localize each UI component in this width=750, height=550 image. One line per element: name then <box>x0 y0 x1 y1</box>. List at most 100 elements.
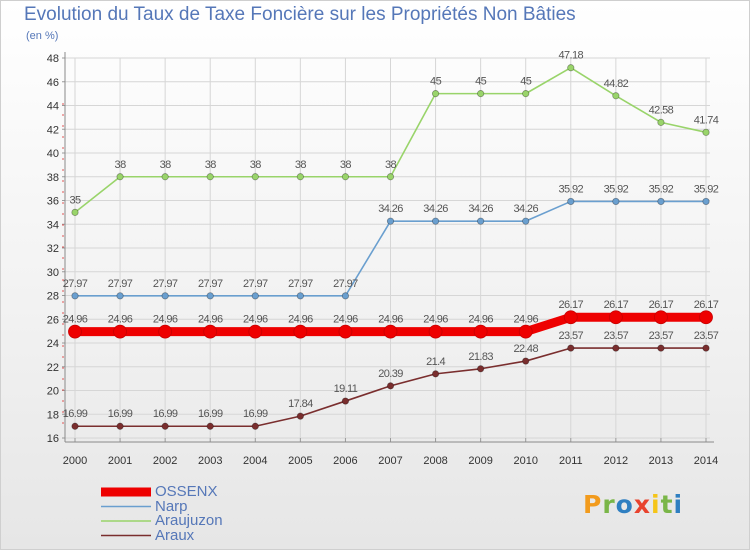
data-point-araux <box>431 370 440 378</box>
y-tick-label: 32 <box>47 243 59 255</box>
data-label-araux: 16.99 <box>243 408 268 420</box>
proxiti-logo: Proxiti <box>583 490 683 519</box>
data-point-ossenx <box>248 324 263 339</box>
data-label-araux: 16.99 <box>63 408 88 420</box>
data-label-narp: 34.26 <box>468 203 493 215</box>
data-point-ossenx <box>68 324 82 339</box>
legend <box>101 487 151 537</box>
data-point-araux <box>251 422 259 430</box>
data-label-araux: 19.11 <box>334 383 358 395</box>
x-tick-label: 2000 <box>63 455 87 467</box>
data-label-araux: 16.99 <box>198 408 223 420</box>
data-point-ossenx <box>338 324 353 339</box>
data-label-araujuzon: 38 <box>160 159 172 171</box>
x-tick-label: 2012 <box>604 455 628 467</box>
logo-letter: x <box>633 490 651 519</box>
data-point-araujuzon <box>251 173 259 181</box>
data-point-ossenx <box>563 310 578 325</box>
data-label-araux: 22.48 <box>513 343 538 355</box>
data-label-araujuzon: 47.18 <box>559 50 584 62</box>
chart-title: Evolution du Taux de Taxe Foncière sur l… <box>24 4 576 25</box>
logo-letter: i <box>673 490 684 519</box>
x-tick-label: 2006 <box>333 455 357 467</box>
data-point-araujuzon <box>567 64 575 72</box>
data-point-araujuzon <box>612 92 620 100</box>
data-label-ossenx: 24.96 <box>108 314 133 326</box>
data-label-araujuzon: 44.82 <box>604 78 629 90</box>
data-point-ossenx <box>428 324 443 339</box>
data-point-narp <box>116 292 124 300</box>
data-point-araujuzon <box>657 118 665 126</box>
data-point-narp <box>251 292 259 300</box>
y-tick-label: 18 <box>47 409 59 421</box>
data-label-araux: 23.57 <box>559 330 584 342</box>
data-point-araux <box>657 344 665 352</box>
data-point-araujuzon <box>206 173 214 181</box>
data-label-narp: 27.97 <box>288 278 313 290</box>
data-label-araujuzon: 45 <box>520 76 532 88</box>
data-label-araux: 23.57 <box>649 330 674 342</box>
y-tick-label: 24 <box>47 338 59 350</box>
data-point-narp <box>477 217 485 225</box>
legend-label-araujuzon: Araujuzon <box>155 512 223 529</box>
data-label-narp: 27.97 <box>108 278 133 290</box>
data-label-narp: 35.92 <box>559 183 584 195</box>
data-label-narp: 34.26 <box>513 203 538 215</box>
x-tick-label: 2010 <box>513 455 537 467</box>
x-tick-label: 2014 <box>694 455 718 467</box>
data-label-araujuzon: 38 <box>295 159 307 171</box>
value-label-layer: 16.99 16.99 16.99 16.99 16.99 17.84 19.11 20.39… <box>63 50 720 421</box>
data-label-narp: 35.92 <box>694 183 719 195</box>
data-point-narp <box>431 217 440 225</box>
data-point-araujuzon <box>702 128 710 136</box>
data-point-narp <box>702 197 710 206</box>
logo-letter: t <box>660 490 674 519</box>
x-tick-label: 2009 <box>468 455 492 467</box>
data-label-narp: 34.26 <box>378 203 403 215</box>
data-point-narp <box>612 197 620 206</box>
axis-layer: 16 18 20 22 24 26 28 30 32 34 36 38 40 42 44 46 48 2000 20… <box>47 52 718 467</box>
chart-unit-label: (en %) <box>26 30 59 42</box>
logo-letter: r <box>602 490 616 519</box>
x-tick-label: 2004 <box>243 455 267 467</box>
data-point-araux <box>116 422 124 430</box>
data-label-araujuzon: 38 <box>205 159 217 171</box>
data-point-narp <box>386 217 395 225</box>
x-tick-label: 2007 <box>378 455 402 467</box>
data-label-araujuzon: 45 <box>475 76 487 88</box>
data-label-ossenx: 26.17 <box>694 299 719 311</box>
data-point-araujuzon <box>341 173 350 181</box>
data-point-araujuzon <box>116 173 124 181</box>
data-point-ossenx <box>473 324 488 339</box>
data-label-narp: 35.92 <box>649 183 674 195</box>
data-label-araux: 21.83 <box>468 351 493 363</box>
y-tick-label: 42 <box>47 124 59 136</box>
data-point-araujuzon <box>71 208 79 216</box>
y-tick-label: 34 <box>47 219 59 231</box>
data-point-araux <box>161 422 169 430</box>
y-tick-label: 16 <box>47 433 59 445</box>
y-tick-label: 30 <box>47 267 59 279</box>
data-point-araujuzon <box>431 90 440 98</box>
x-tick-label: 2011 <box>559 455 583 467</box>
data-label-ossenx: 24.96 <box>333 314 358 326</box>
data-label-araujuzon: 38 <box>115 159 127 171</box>
data-point-araux <box>206 422 214 430</box>
data-label-araujuzon: 38 <box>340 159 352 171</box>
y-tick-label: 26 <box>47 314 59 326</box>
x-tick-label: 2005 <box>288 455 312 467</box>
data-point-araux <box>477 365 485 373</box>
data-label-ossenx: 24.96 <box>513 314 538 326</box>
data-point-narp <box>296 292 304 300</box>
data-point-ossenx <box>203 324 218 339</box>
data-point-araujuzon <box>296 173 304 181</box>
y-tick-label: 28 <box>47 291 59 303</box>
y-tick-label: 40 <box>47 148 59 160</box>
data-label-ossenx: 24.96 <box>153 314 178 326</box>
data-point-narp <box>657 197 665 206</box>
data-label-ossenx: 24.96 <box>378 314 403 326</box>
legend-label-narp: Narp <box>155 497 188 515</box>
data-label-narp: 27.97 <box>153 278 178 290</box>
data-point-ossenx <box>158 324 173 339</box>
